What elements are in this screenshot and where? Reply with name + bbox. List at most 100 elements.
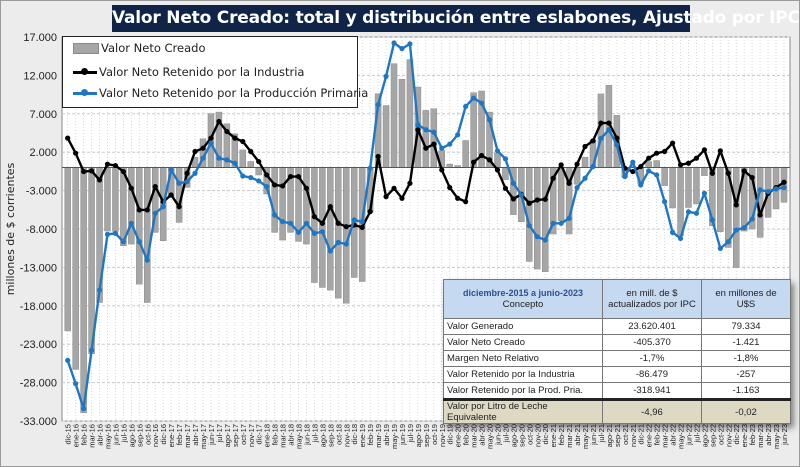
point-primaria — [662, 199, 668, 205]
point-primaria — [343, 241, 349, 247]
point-primaria — [104, 231, 111, 237]
point-industria — [359, 224, 365, 230]
cell-usd: -0,02 — [701, 398, 791, 424]
point-primaria — [375, 102, 381, 108]
point-primaria — [287, 220, 294, 226]
x-tick-label: jul-17 — [215, 424, 224, 443]
x-tick-label: sep-20 — [517, 424, 526, 447]
point-primaria — [224, 157, 230, 163]
x-tick-label: sep-22 — [708, 424, 717, 447]
point-industria — [144, 207, 150, 213]
legend-label: Valor Neto Retenido por la Producción Pr… — [99, 86, 369, 100]
x-tick-label: ene-16 — [72, 424, 81, 447]
point-industria — [96, 177, 103, 183]
point-industria — [614, 135, 620, 141]
x-tick-label: dic-16 — [159, 424, 168, 444]
cell-concepto: Margen Neto Relativo — [443, 350, 603, 367]
point-primaria — [773, 186, 779, 192]
x-tick-label: dic-22 — [732, 424, 741, 444]
point-industria — [439, 167, 445, 173]
point-industria — [192, 148, 198, 155]
x-tick-label: feb-19 — [366, 424, 375, 445]
legend: Valor Neto Creado Valor Neto Retenido po… — [62, 36, 368, 108]
point-primaria — [614, 142, 620, 148]
point-industria — [693, 155, 700, 161]
point-industria — [502, 185, 509, 191]
bar-valor-neto-creado — [303, 167, 310, 245]
x-tick-label: may-21 — [581, 424, 590, 449]
point-industria — [343, 224, 349, 230]
point-primaria — [733, 227, 739, 233]
point-primaria — [717, 245, 723, 252]
point-primaria — [431, 129, 437, 135]
bar-valor-neto-creado — [446, 163, 453, 168]
period-label: diciembre-2015 a junio-2023 — [462, 288, 584, 298]
cell-concepto: Valor Generado — [443, 318, 603, 335]
point-primaria — [264, 184, 270, 190]
x-tick-label: ene-18 — [263, 424, 272, 447]
point-industria — [240, 138, 246, 145]
point-primaria — [232, 160, 238, 166]
point-industria — [526, 200, 532, 206]
point-industria — [725, 170, 731, 176]
point-primaria — [502, 156, 509, 162]
table-row: Valor Retenido por la Industria -86.479 -2… — [443, 366, 791, 383]
x-tick-label: may-17 — [199, 424, 208, 449]
point-primaria — [399, 45, 405, 52]
x-tick-label: oct-18 — [334, 424, 343, 445]
header-pesos: en mill. de $ actualizados por IPC — [602, 279, 702, 319]
point-industria — [701, 147, 708, 153]
point-primaria — [598, 135, 604, 141]
point-primaria — [73, 381, 79, 387]
y-tick-label: -18.000 — [20, 301, 57, 313]
point-industria — [224, 128, 230, 135]
x-tick-label: feb-21 — [557, 424, 566, 445]
x-tick-label: jul-19 — [406, 424, 415, 443]
x-tick-label: jun-22 — [684, 424, 693, 446]
x-tick-label: jul-22 — [692, 424, 701, 443]
cell-pesos: -1,7% — [602, 350, 702, 367]
chart-title: Valor Neto Creado: total y distribución … — [112, 5, 800, 32]
bar-valor-neto-creado — [398, 79, 406, 168]
x-tick-label: jun-20 — [493, 424, 502, 446]
point-primaria — [423, 127, 429, 133]
point-primaria — [646, 168, 652, 174]
point-primaria — [295, 229, 302, 235]
point-primaria — [741, 225, 747, 231]
bar-valor-neto-creado — [557, 167, 565, 221]
point-primaria — [120, 239, 127, 245]
x-tick-label: feb-16 — [80, 424, 89, 445]
point-primaria — [566, 215, 572, 221]
x-tick-label: ago-16 — [127, 424, 136, 447]
point-primaria — [582, 175, 588, 181]
point-primaria — [455, 132, 461, 138]
bar-valor-neto-creado — [128, 167, 135, 245]
point-industria — [741, 168, 747, 174]
point-industria — [662, 148, 668, 155]
x-tick-label: may-16 — [103, 424, 112, 449]
point-industria — [216, 118, 222, 125]
bar-valor-neto-creado — [327, 167, 334, 291]
point-industria — [232, 135, 238, 141]
x-tick-label: nov-21 — [629, 424, 638, 447]
bar-valor-neto-creado — [271, 167, 278, 233]
bar-valor-neto-creado — [319, 167, 326, 288]
point-industria — [335, 220, 341, 226]
point-primaria — [486, 117, 493, 123]
point-industria — [295, 173, 302, 180]
bar-valor-neto-creado — [661, 167, 668, 186]
point-industria — [272, 182, 278, 188]
x-tick-label: oct-16 — [143, 424, 152, 445]
point-industria — [606, 120, 612, 126]
point-industria — [638, 163, 644, 170]
x-tick-label: mar-16 — [88, 424, 97, 448]
bar-valor-neto-creado — [732, 167, 740, 268]
point-primaria — [319, 229, 325, 235]
point-primaria — [240, 173, 246, 179]
point-primaria — [757, 187, 763, 193]
x-tick-label: feb-22 — [653, 424, 662, 445]
point-industria — [152, 184, 158, 190]
bar-valor-neto-creado — [581, 156, 589, 168]
legend-item-primaria: Valor Neto Retenido por la Producción Pr… — [73, 85, 368, 101]
x-tick-label: mar-19 — [374, 424, 383, 448]
